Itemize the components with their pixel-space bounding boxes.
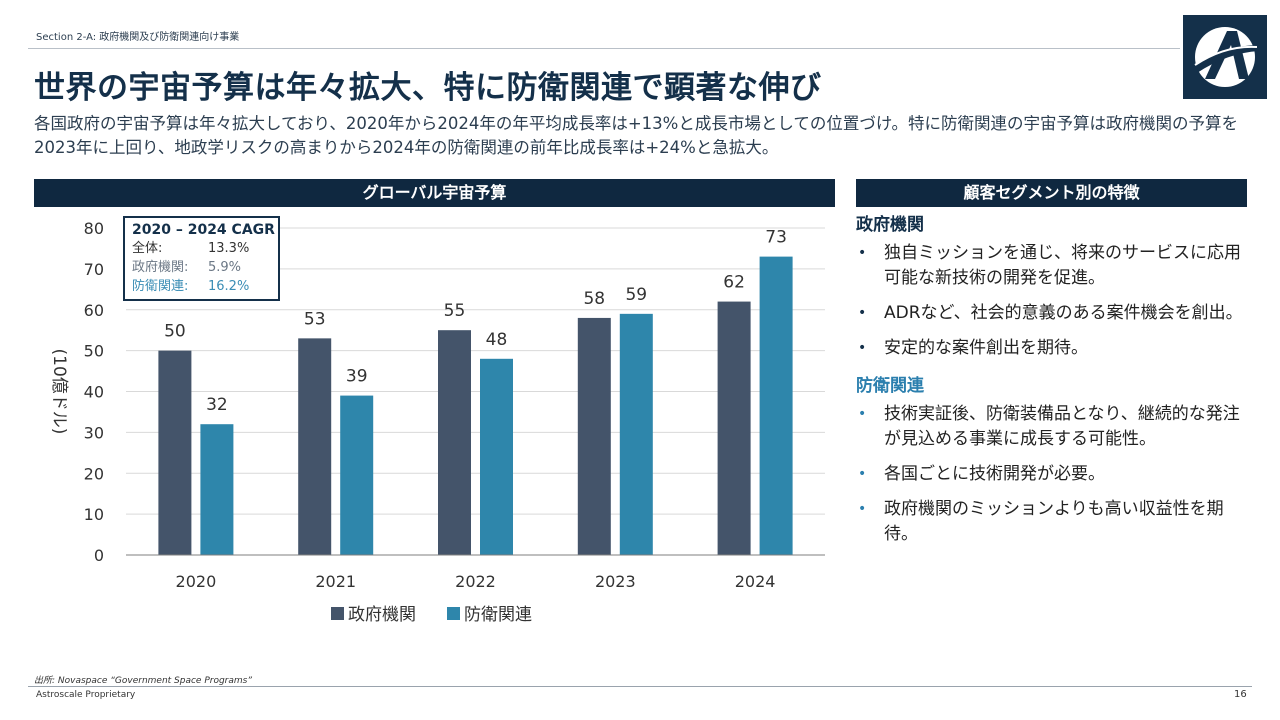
- x-tick-label: 2022: [455, 572, 496, 591]
- y-tick-label: 80: [84, 219, 104, 238]
- bar-value-label: 32: [206, 395, 228, 415]
- cagr-box: 2020 – 2024 CAGR 全体: 13.3% 政府機関: 5.9% 防衛関連…: [123, 216, 280, 301]
- bar-value-label: 48: [486, 330, 508, 350]
- legend: 政府機関 防衛関連: [331, 605, 532, 625]
- y-tick-label: 10: [84, 505, 104, 524]
- astroscale-logo-icon: [1183, 15, 1267, 99]
- bar-value-label: 62: [723, 273, 745, 293]
- page-title: 世界の宇宙予算は年々拡大、特に防衛関連で顕著な伸び: [34, 70, 822, 106]
- bar-value-label: 39: [346, 367, 368, 387]
- bullet-icon: •: [858, 501, 867, 517]
- y-tick-label: 0: [94, 546, 104, 565]
- page-subtitle: 各国政府の宇宙予算は年々拡大しており、2020年から2024年の年平均成長率は+…: [34, 114, 1239, 157]
- bar-value-label: 55: [444, 301, 466, 321]
- bar-government: [577, 317, 611, 555]
- legend-label-defense: 防衛関連: [464, 605, 532, 625]
- list-item: • 独自ミッションを通じ、将来のサービスに応用可能な新技術の開発を促進。: [856, 241, 1256, 291]
- list-item: • 技術実証後、防衛装備品となり、継続的な発注が見込める事業に成長する可能性。: [856, 402, 1256, 452]
- bullet-icon: •: [858, 305, 867, 321]
- cagr-row-defense: 防衛関連: 16.2%: [132, 277, 271, 296]
- budget-bar-chart: 0 10 20 30 40 50 60 70 80 50 32 53 39 55 48 58 59 62 73 2…: [49, 219, 825, 625]
- bullet-icon: •: [858, 406, 867, 422]
- bullet-text: ADRなど、社会的意義のある案件機会を創出。: [884, 303, 1243, 323]
- list-item: • 政府機関のミッションよりも高い収益性を期待。: [856, 497, 1256, 547]
- bullet-text: 技術実証後、防衛装備品となり、継続的な発注が見込める事業に成長する可能性。: [884, 404, 1240, 449]
- x-tick-label: 2024: [735, 572, 776, 591]
- bottom-divider: [28, 686, 1252, 687]
- bars: [158, 256, 793, 555]
- cagr-value-defense: 16.2%: [208, 279, 250, 294]
- chart-panel-header: グローバル宇宙予算: [34, 179, 835, 207]
- bar-value-label: 73: [765, 228, 787, 248]
- bar-value-label: 59: [625, 285, 647, 305]
- proprietary-label: Astroscale Proprietary: [36, 690, 136, 700]
- segment-title-government: 政府機関: [856, 215, 924, 235]
- bar-defense: [200, 424, 234, 555]
- y-tick-label: 40: [84, 383, 104, 402]
- x-tick-label: 2023: [595, 572, 636, 591]
- section-label: Section 2-A: 政府機関及び防衛関連向け事業: [36, 32, 240, 43]
- y-tick-label: 50: [84, 342, 104, 361]
- top-divider: [28, 48, 1180, 49]
- bar-defense: [619, 313, 653, 555]
- segments-panel-header: 顧客セグメント別の特徴: [856, 179, 1247, 207]
- segment-list-defense: • 技術実証後、防衛装備品となり、継続的な発注が見込める事業に成長する可能性。 •…: [856, 402, 1256, 547]
- y-tick-label: 30: [84, 423, 104, 442]
- x-axis-ticks: 2020 2021 2022 2023 2024: [176, 572, 776, 591]
- bar-value-label: 50: [164, 322, 186, 342]
- legend-swatch-government: [331, 607, 344, 620]
- bar-value-label: 58: [583, 289, 605, 309]
- x-tick-label: 2020: [176, 572, 217, 591]
- legend-label-government: 政府機関: [348, 605, 416, 625]
- bullet-icon: •: [858, 340, 867, 356]
- source-note: 出所: Novaspace “Government Space Programs…: [34, 676, 253, 686]
- bar-value-label: 53: [304, 309, 326, 329]
- bullet-text: 各国ごとに技術開発が必要。: [884, 464, 1105, 484]
- legend-swatch-defense: [447, 607, 460, 620]
- cagr-row-total: 全体: 13.3%: [132, 239, 271, 258]
- cagr-title: 2020 – 2024 CAGR: [132, 222, 275, 238]
- y-tick-label: 20: [84, 464, 104, 483]
- bar-labels: 50 32 53 39 55 48 58 59 62 73: [164, 228, 787, 416]
- cagr-value-government: 5.9%: [208, 260, 242, 275]
- page-number: 16: [1234, 689, 1247, 700]
- segments-panel: 政府機関 • 独自ミッションを通じ、将来のサービスに応用可能な新技術の開発を促進。…: [856, 208, 1256, 557]
- bullet-text: 独自ミッションを通じ、将来のサービスに応用可能な新技術の開発を促進。: [884, 243, 1241, 288]
- bar-government: [438, 330, 471, 555]
- bar-government: [717, 301, 751, 555]
- bullet-icon: •: [858, 466, 867, 482]
- y-tick-label: 60: [84, 301, 104, 320]
- cagr-value-total: 13.3%: [208, 241, 250, 256]
- list-item: • ADRなど、社会的意義のある案件機会を創出。: [856, 301, 1256, 326]
- bullet-icon: •: [858, 245, 867, 261]
- bar-defense: [340, 395, 374, 555]
- list-item: • 各国ごとに技術開発が必要。: [856, 462, 1256, 487]
- cagr-label-defense: 防衛関連:: [132, 279, 189, 294]
- segment-title-defense: 防衛関連: [856, 376, 924, 396]
- cagr-label-government: 政府機関:: [132, 260, 189, 275]
- segment-list-government: • 独自ミッションを通じ、将来のサービスに応用可能な新技術の開発を促進。 • ADR…: [856, 241, 1256, 361]
- list-item: • 安定的な案件創出を期待。: [856, 336, 1256, 361]
- cagr-label-total: 全体:: [132, 241, 163, 256]
- y-axis-label: (10億ドル): [49, 349, 69, 435]
- bar-government: [158, 350, 192, 555]
- bullet-text: 安定的な案件創出を期待。: [884, 338, 1088, 358]
- bar-defense: [480, 358, 513, 555]
- bullet-text: 政府機関のミッションよりも高い収益性を期待。: [884, 499, 1224, 544]
- bar-defense: [759, 256, 793, 555]
- x-tick-label: 2021: [315, 572, 356, 591]
- y-axis-ticks: 0 10 20 30 40 50 60 70 80: [84, 219, 104, 565]
- cagr-row-government: 政府機関: 5.9%: [132, 258, 271, 277]
- bar-government: [298, 338, 332, 555]
- y-tick-label: 70: [84, 260, 104, 279]
